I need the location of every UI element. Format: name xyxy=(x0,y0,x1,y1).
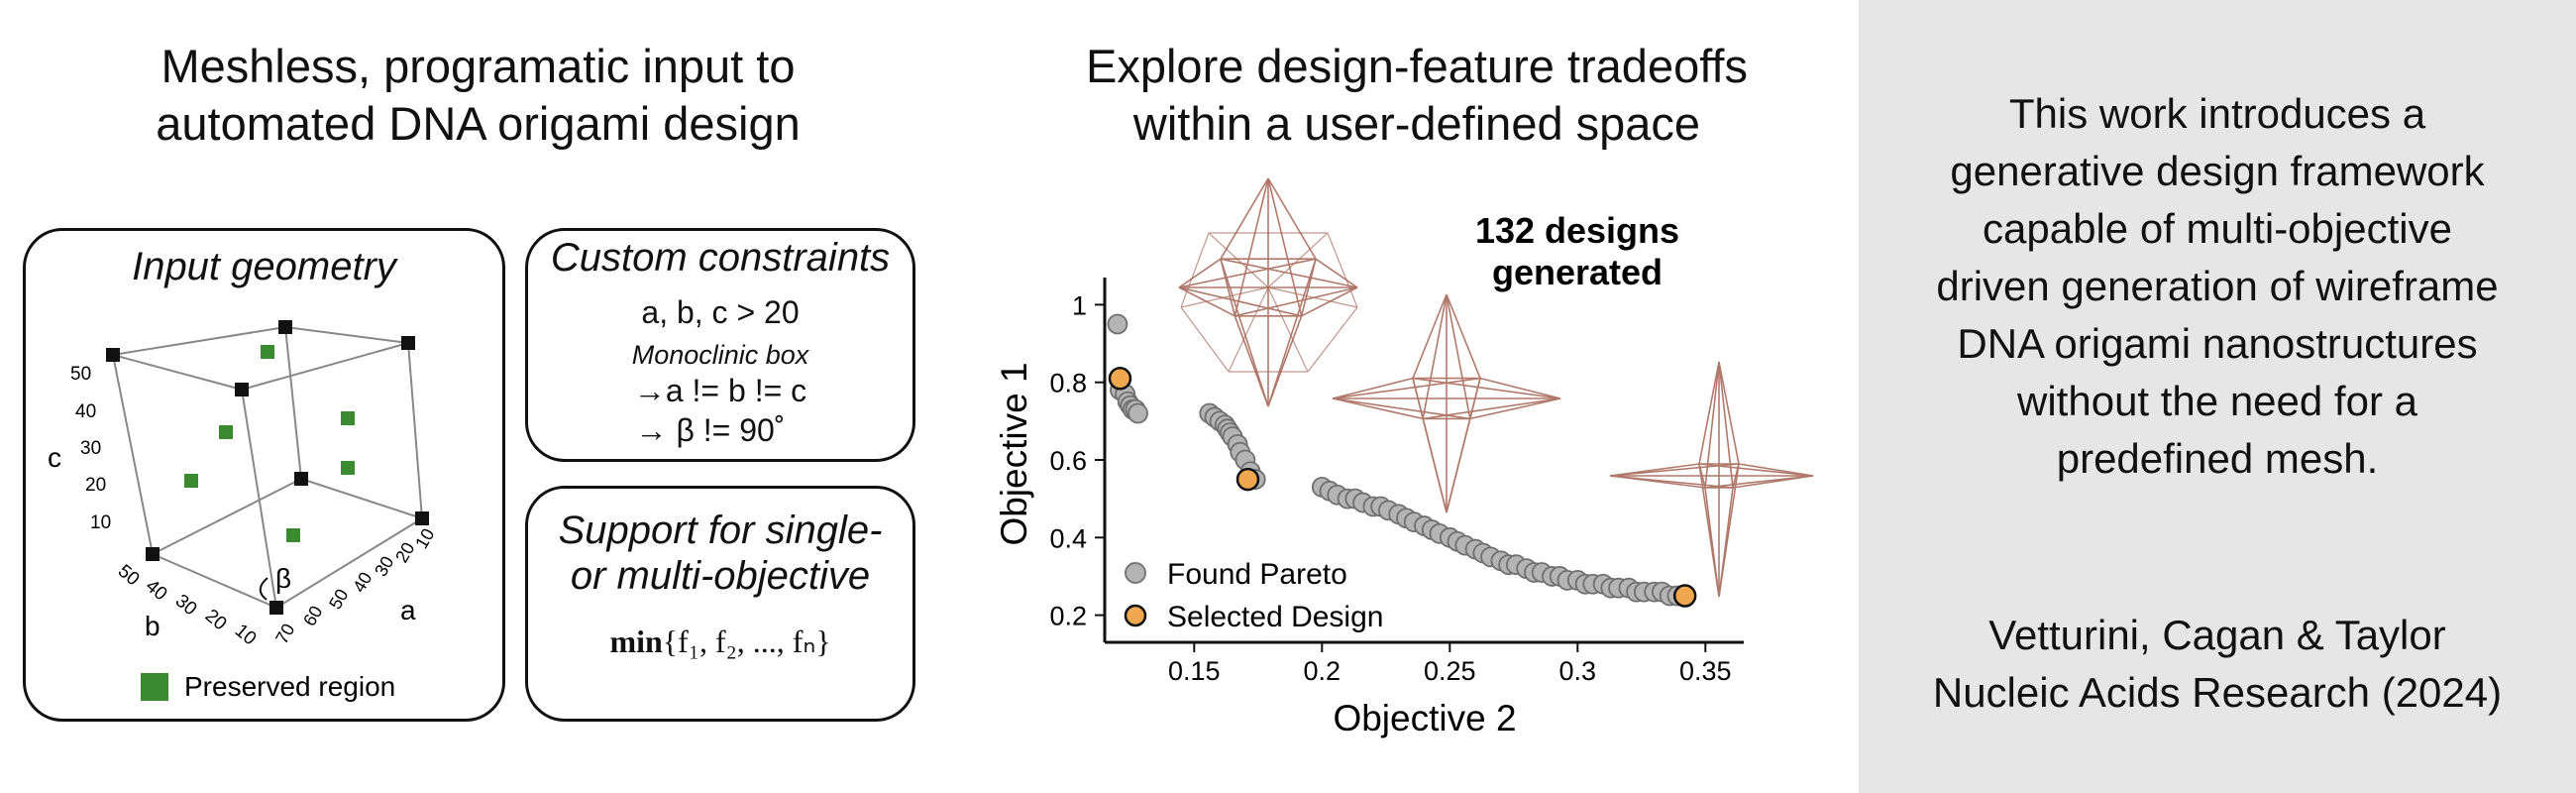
pareto-point xyxy=(1127,402,1148,424)
legend-label: Preserved region xyxy=(184,671,395,702)
svg-text:20: 20 xyxy=(201,606,231,635)
selected-design-point xyxy=(1235,467,1260,492)
input-geometry-title: Input geometry xyxy=(132,245,396,288)
y-tick-label: 0.2 xyxy=(1049,602,1087,631)
b-ticks: 50 40 30 20 10 xyxy=(114,561,261,650)
middle-title: Explore design-feature tradeoffs within … xyxy=(991,38,1843,153)
preserved-squares xyxy=(184,345,355,542)
svg-text:40: 40 xyxy=(349,569,376,596)
structure-3 xyxy=(1609,361,1814,598)
summary-line: capable of multi-objective xyxy=(1983,205,2452,252)
svg-text:40: 40 xyxy=(75,401,96,422)
beta-label: β xyxy=(275,563,291,594)
svg-text:30: 30 xyxy=(80,438,101,459)
selected-design-point xyxy=(1108,367,1132,391)
svg-text:50: 50 xyxy=(70,364,91,385)
svg-text:70: 70 xyxy=(271,621,298,647)
structure-illustrations xyxy=(1178,177,1814,598)
data-points xyxy=(1107,313,1697,608)
formula-min: min xyxy=(609,623,663,659)
citation-line2: Nucleic Acids Research (2024) xyxy=(1932,669,2503,716)
constraints-line1: a, b, c > 20 xyxy=(641,294,800,330)
constraints-line4: → β != 90˚ xyxy=(635,412,786,448)
x-tick-label: 0.25 xyxy=(1424,656,1476,686)
legend-marker-found-pareto xyxy=(1125,562,1146,584)
summary-line: without the need for a xyxy=(2017,378,2417,424)
left-title: Meshless, programatic input to automated… xyxy=(20,38,936,153)
summary-line: This work introduces a xyxy=(2008,90,2426,137)
objective-formula: min{f₁, f₂, ..., fₙ} xyxy=(528,623,912,660)
y-axis-label: Objective 1 xyxy=(994,362,1034,545)
svg-text:20: 20 xyxy=(85,475,106,496)
summary-line: DNA origami nanostructures xyxy=(1957,320,2478,367)
formula-args: {f₁, f₂, ..., fₙ} xyxy=(662,623,831,659)
x-tick-label: 0.35 xyxy=(1679,656,1732,686)
y-tick-label: 0.8 xyxy=(1049,369,1087,398)
a-axis-label: a xyxy=(400,595,416,625)
beta-arc xyxy=(259,577,268,601)
constraints-title: Custom constraints xyxy=(550,236,891,280)
constraints-line2: Monoclinic box xyxy=(631,340,809,370)
middle-title-line2: within a user-defined space xyxy=(1132,97,1701,150)
legend-selected-design: Selected Design xyxy=(1167,601,1383,633)
input-geometry-diagram: c 50 40 30 20 10 b 50 40 30 20 10 a 70 6… xyxy=(48,320,438,702)
svg-text:50: 50 xyxy=(114,561,144,591)
y-tick-label: 0.6 xyxy=(1049,446,1087,476)
input-geometry-panel: Input geometry xyxy=(23,228,505,722)
legend-marker-selected-design xyxy=(1124,604,1147,627)
legend-swatch xyxy=(141,673,168,701)
legend-found-pareto: Found Pareto xyxy=(1167,558,1347,591)
objective-title-line2: or multi-objective xyxy=(570,554,871,598)
structure-2 xyxy=(1332,293,1561,513)
svg-text:30: 30 xyxy=(171,591,201,621)
structure-1 xyxy=(1178,177,1358,407)
designs-count-line2: generated xyxy=(1492,252,1663,292)
designs-count-line1: 132 designs xyxy=(1475,210,1679,251)
c-ticks: 50 40 30 20 10 xyxy=(70,364,111,533)
svg-text:40: 40 xyxy=(142,576,171,606)
x-tick-label: 0.2 xyxy=(1304,656,1342,686)
x-tick-label: 0.3 xyxy=(1559,656,1597,686)
box-edges xyxy=(112,326,423,609)
x-axis-label: Objective 2 xyxy=(1333,698,1516,738)
summary-line: generative design framework xyxy=(1950,148,2485,194)
summary-line: predefined mesh. xyxy=(2056,435,2379,482)
pareto-chart: 0.15 0.2 0.25 0.3 0.35 0.2 0.4 0.6 0.8 1 Objectiv… xyxy=(994,177,1814,738)
left-title-line2: automated DNA origami design xyxy=(156,97,801,150)
selected-design-point xyxy=(1672,584,1697,608)
left-title-line1: Meshless, programatic input to xyxy=(161,40,796,92)
citation-line1: Vetturini, Cagan & Taylor xyxy=(1988,612,2446,658)
x-tick-label: 0.15 xyxy=(1168,656,1221,686)
svg-text:10: 10 xyxy=(90,512,111,533)
box-vertices xyxy=(106,320,429,615)
y-tick-label: 1 xyxy=(1072,290,1087,320)
constraints-line3: →a != b != c xyxy=(633,373,807,408)
c-axis-label: c xyxy=(48,442,61,473)
summary-panel: This work introduces a generative design … xyxy=(1859,0,2576,793)
pareto-point xyxy=(1107,313,1128,335)
svg-text:10: 10 xyxy=(231,621,261,650)
chart-legend: Found Pareto Selected Design xyxy=(1124,558,1383,633)
b-axis-label: b xyxy=(145,611,161,641)
axis-ticks: 0.15 0.2 0.25 0.3 0.35 0.2 0.4 0.6 0.8 1 xyxy=(1049,290,1731,686)
svg-text:60: 60 xyxy=(299,603,326,629)
middle-title-line1: Explore design-feature tradeoffs xyxy=(1086,40,1748,92)
objective-title-line1: Support for single- xyxy=(558,509,883,552)
a-ticks: 70 60 50 40 30 20 10 xyxy=(271,525,438,647)
summary-line: driven generation of wireframe xyxy=(1936,263,2499,309)
constraints-panel: Custom constraints a, b, c > 20 Monoclin… xyxy=(525,228,915,462)
structure-1-cage xyxy=(1180,232,1358,373)
svg-text:50: 50 xyxy=(325,586,352,613)
objective-panel: Support for single- or multi-objective m… xyxy=(525,486,915,722)
y-tick-label: 0.4 xyxy=(1049,523,1087,553)
